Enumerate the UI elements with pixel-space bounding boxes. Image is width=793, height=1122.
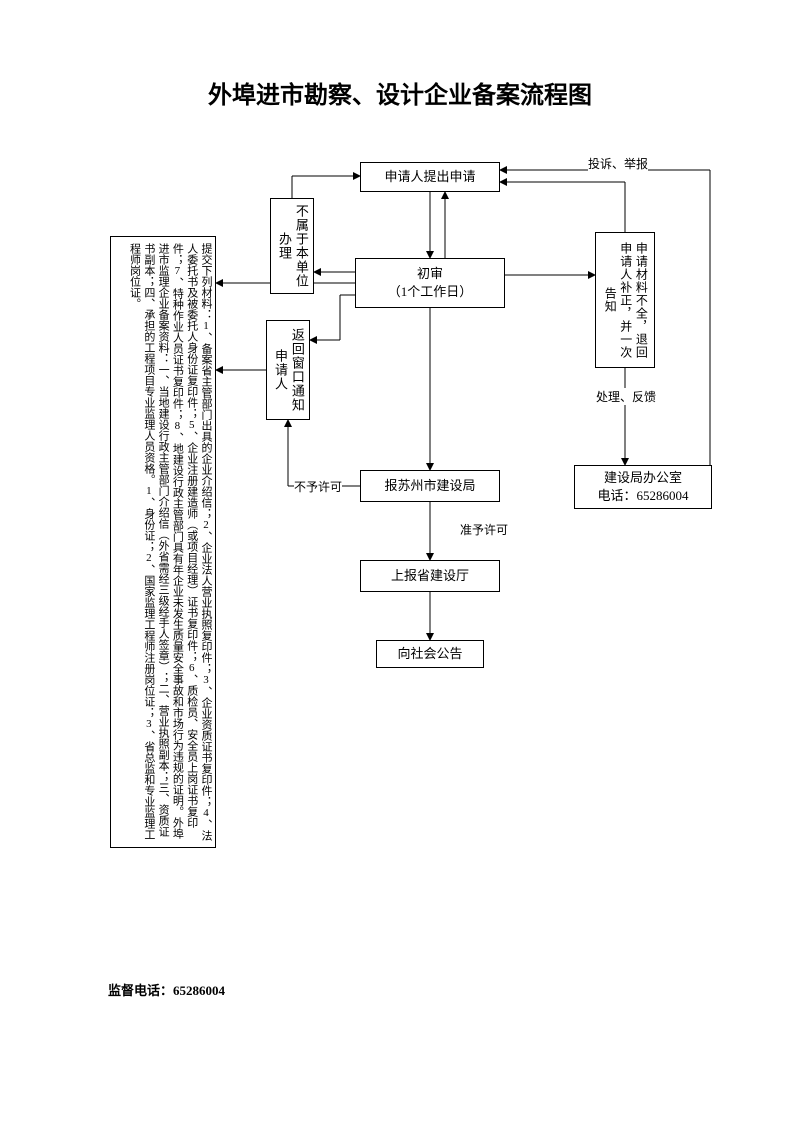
node-return-label: 返回窗口通知申请人 <box>271 325 305 415</box>
node-review: 初审 （1个工作日） <box>355 258 505 308</box>
label-complaint: 投诉、举报 <box>588 155 648 172</box>
node-apply: 申请人提出申请 <box>360 162 500 192</box>
node-incomplete: 申请材料不全，退回申请人补正，并一次告知 <box>595 232 655 368</box>
node-return: 返回窗口通知申请人 <box>266 320 310 420</box>
node-materials: 提交下列材料：1、备案省主管部门出具的企业介绍信；2、企业法人营业执照复印件；3… <box>110 236 216 848</box>
node-announce-label: 向社会公告 <box>397 645 462 663</box>
node-report-sz: 报苏州市建设局 <box>360 470 500 502</box>
node-incomplete-label: 申请材料不全，退回申请人补正，并一次告知 <box>602 237 649 363</box>
node-office-label1: 建设局办公室 <box>604 469 682 487</box>
label-permit: 准予许可 <box>460 521 508 538</box>
node-notbelong: 不属于本单位办理 <box>270 198 314 294</box>
node-office: 建设局办公室 电话：65286004 <box>574 465 712 509</box>
node-report-prov-label: 上报省建设厅 <box>391 567 469 585</box>
node-apply-label: 申请人提出申请 <box>384 168 475 186</box>
node-office-label2: 电话：65286004 <box>597 487 688 505</box>
node-materials-label: 提交下列材料：1、备案省主管部门出具的企业介绍信；2、企业法人营业执照复印件；3… <box>127 243 213 841</box>
label-feedback: 处理、反馈 <box>596 388 656 405</box>
node-report-sz-label: 报苏州市建设局 <box>384 477 475 495</box>
node-review-label1: 初审 <box>417 265 443 283</box>
node-announce: 向社会公告 <box>376 640 484 668</box>
node-report-prov: 上报省建设厅 <box>360 560 500 592</box>
node-review-label2: （1个工作日） <box>388 283 473 301</box>
node-notbelong-label: 不属于本单位办理 <box>275 203 309 289</box>
page-title: 外埠进市勘察、设计企业备案流程图 <box>140 75 660 110</box>
footer-phone: 监督电话：65286004 <box>108 980 225 999</box>
label-deny: 不予许可 <box>294 478 342 495</box>
